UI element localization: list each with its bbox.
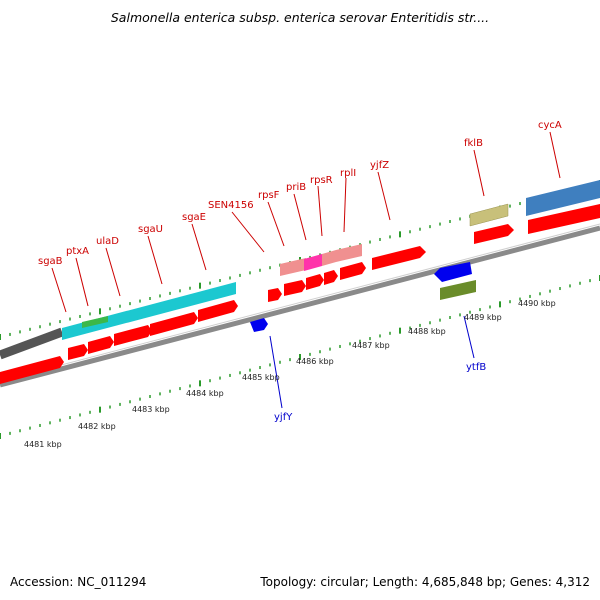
gene-label: rpsR xyxy=(310,175,333,186)
kbp-scale-labels: 4481 kbp 4482 kbp 4483 kbp 4484 kbp 4485 kbp… xyxy=(24,299,556,449)
magenta-region-prib xyxy=(304,254,322,271)
gene-arrow-sen4156 xyxy=(268,288,282,302)
backbone-line xyxy=(0,225,600,388)
green-region-ptxa xyxy=(82,316,108,328)
gene-arrow-yjfz xyxy=(372,246,426,270)
kbp-label: 4482 kbp xyxy=(78,422,116,431)
gene-arrow-sgae xyxy=(198,300,238,322)
kbp-label: 4485 kbp xyxy=(242,373,280,382)
gene-label: sgaB xyxy=(38,256,63,267)
accession-text: Accession: NC_011294 xyxy=(10,575,147,589)
pink-region-rpli xyxy=(336,244,362,262)
steel-region-cyca xyxy=(526,180,600,216)
dark-backbone-segment xyxy=(0,327,64,360)
region-bars xyxy=(62,180,600,340)
gene-label: ytfB xyxy=(466,362,486,373)
gene-arrow-ulad xyxy=(114,325,152,346)
cyan-region-sgab xyxy=(62,282,236,340)
gene-arrow-sgab xyxy=(68,344,88,360)
gene-arrow-fklb xyxy=(474,224,514,244)
gene-label: cycA xyxy=(538,120,562,131)
lower-tick-track xyxy=(0,275,600,439)
genome-title: Salmonella enterica subsp. enterica sero… xyxy=(110,10,490,25)
pink-region-rpsr xyxy=(322,250,336,266)
gene-label: priB xyxy=(286,182,306,193)
kbp-label: 4490 kbp xyxy=(518,299,556,308)
kbp-label: 4481 kbp xyxy=(24,440,62,449)
gene-label: sgaU xyxy=(138,224,163,235)
backbone-highlight xyxy=(0,223,600,382)
gene-label: fklB xyxy=(464,138,483,149)
kbp-label: 4486 kbp xyxy=(296,357,334,366)
gene-arrows xyxy=(0,204,600,384)
genome-summary-text: Topology: circular; Length: 4,685,848 bp… xyxy=(260,575,590,589)
gene-label: ptxA xyxy=(66,246,89,257)
gene-arrow-yjfy xyxy=(250,318,268,332)
gene-label: SEN4156 xyxy=(208,200,254,211)
kbp-label: 4484 kbp xyxy=(186,389,224,398)
gene-label: rplI xyxy=(340,168,356,179)
gene-arrow-cyca xyxy=(528,204,600,234)
gene-label: yjfZ xyxy=(370,160,389,171)
gene-arrow-prib xyxy=(306,274,324,290)
gene-arrow-left-1 xyxy=(0,356,64,384)
gene-arrow-ytfb xyxy=(434,262,472,282)
gene-label: yjfY xyxy=(274,412,293,423)
leader-lines xyxy=(51,131,561,409)
kbp-label: 4489 kbp xyxy=(464,313,502,322)
gene-arrow-ptxa xyxy=(88,336,114,354)
olive-region-fklb xyxy=(469,203,509,227)
olive-green-region-ytfb xyxy=(440,280,476,300)
kbp-label: 4483 kbp xyxy=(132,405,170,414)
gene-label: rpsF xyxy=(258,190,280,201)
kbp-label: 4488 kbp xyxy=(408,327,446,336)
kbp-label: 4487 kbp xyxy=(352,341,390,350)
gene-label: sgaE xyxy=(182,212,206,223)
gene-arrow-sgau xyxy=(150,312,198,336)
gene-arrow-rpsf xyxy=(284,280,306,296)
pink-region-rpsf xyxy=(280,258,306,276)
gene-arrow-rpsr xyxy=(324,270,338,285)
gene-arrow-rpli xyxy=(340,262,366,280)
gene-label: ulaD xyxy=(96,236,119,247)
